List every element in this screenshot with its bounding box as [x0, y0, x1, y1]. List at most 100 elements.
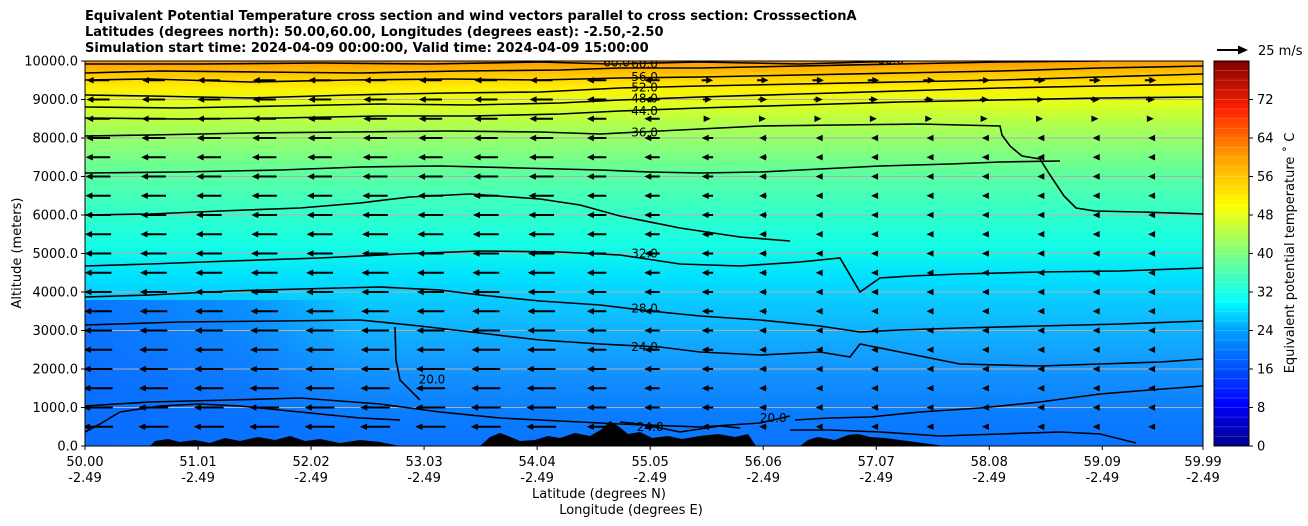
wind-vector-head [85, 346, 91, 353]
wind-vector-head [85, 211, 93, 219]
wind-vector-head [195, 250, 203, 257]
wind-vector-head [869, 115, 877, 122]
wind-vector-head [815, 308, 823, 315]
contour-label: 24.0 [637, 420, 664, 434]
wind-vector-head [527, 327, 535, 334]
contour-label: 28.0 [631, 301, 658, 315]
wind-vector-head [871, 404, 879, 411]
wind-vector-head [759, 115, 767, 122]
wind-vector-head [305, 385, 312, 392]
wind-vector-head [361, 327, 368, 334]
colorbar-tick-label: 24 [1257, 324, 1274, 339]
wind-vector-head [815, 173, 823, 180]
wind-vector-head [644, 385, 652, 392]
wind-vector-head [360, 423, 367, 430]
wind-vector-head [1092, 346, 1100, 353]
wind-vector-head [306, 211, 314, 219]
wind-vector-head [586, 269, 594, 276]
wind-vector-head [644, 423, 652, 430]
wind-vector-head [759, 327, 767, 334]
wind-vector-head [472, 269, 480, 276]
wind-vector-head [1149, 77, 1157, 84]
wind-vector-head [194, 404, 201, 411]
x-tick-label-lat: 58.08 [971, 455, 1008, 470]
wind-vector-head [815, 365, 823, 373]
wind-vector-head [197, 77, 205, 84]
wind-vector-head [196, 154, 204, 161]
wind-vector-head [306, 250, 314, 257]
wind-vector-head [981, 231, 989, 238]
wind-vector-head [701, 269, 709, 276]
wind-vector-head [759, 404, 767, 411]
wind-vector-head [251, 231, 259, 238]
wind-vector-head [759, 423, 767, 430]
wind-vector-head [139, 346, 147, 353]
wind-vector-head [926, 96, 934, 103]
wind-vector-head [86, 96, 94, 103]
contour-line [794, 385, 1203, 421]
wind-vector-head [644, 134, 652, 142]
wind-vector-head [981, 327, 989, 334]
quiver-key-label: 25 m/s [1258, 44, 1303, 59]
wind-vector-head [471, 346, 479, 353]
wind-vector-head [704, 96, 712, 103]
wind-vector-head [586, 96, 594, 103]
contour-line [85, 61, 901, 65]
wind-vector-head [360, 404, 368, 411]
wind-vector-head [361, 250, 369, 257]
x-tick-label-lon: -2.49 [181, 471, 215, 486]
wind-vector-head [1037, 96, 1045, 103]
wind-vector-head [871, 288, 879, 296]
wind-vector-head [308, 96, 315, 103]
y-tick-label: 10000.0 [24, 55, 78, 70]
colorbar-tick-label: 72 [1257, 93, 1274, 108]
contour-label: 20.0 [760, 411, 787, 425]
wind-vector-head [701, 288, 709, 296]
wind-vector-head [1037, 211, 1045, 219]
wind-vector-head [1037, 173, 1045, 180]
y-tick-label: 1000.0 [33, 401, 79, 416]
contour-lines [85, 61, 1203, 444]
wind-vector-head [249, 423, 257, 430]
wind-vector-head [252, 96, 260, 103]
wind-vector-head [871, 250, 879, 257]
wind-vector-head [529, 134, 537, 142]
contour-line [85, 193, 791, 242]
x-tick-label-lon: -2.49 [520, 471, 554, 486]
wind-vector-head [1148, 308, 1156, 315]
wind-vector-head [759, 308, 767, 315]
wind-vector-head [701, 404, 709, 411]
y-tick-label: 7000.0 [33, 170, 79, 185]
contour-label: 60.0 [603, 56, 630, 70]
wind-vector-head [85, 308, 92, 315]
wind-vector-head [701, 365, 709, 373]
wind-vector-head [529, 115, 537, 122]
wind-vector-head [86, 115, 94, 122]
wind-vector-head [417, 250, 425, 257]
wind-vector-head [586, 346, 594, 353]
contour-line [85, 61, 1101, 74]
wind-vector-head [644, 154, 652, 161]
wind-vector-head [1092, 269, 1100, 276]
wind-vector-head [926, 327, 934, 334]
wind-vector-head [197, 96, 205, 103]
wind-vector-head [981, 211, 989, 219]
wind-vector-head [528, 173, 536, 180]
wind-vector-head [1146, 115, 1154, 122]
x-axis: 50.00-2.4951.01-2.4952.02-2.4953.03-2.49… [66, 446, 1222, 486]
wind-vector-head [759, 346, 767, 353]
wind-vector-head [194, 385, 202, 392]
contour-line [85, 83, 1203, 109]
wind-vector-head [417, 211, 425, 219]
wind-vector-head [759, 192, 767, 199]
wind-vector-head [701, 250, 709, 257]
wind-vector-head [85, 173, 93, 180]
wind-vector-head [141, 96, 149, 103]
wind-vector-head [644, 269, 652, 276]
wind-vector-head [471, 385, 479, 392]
wind-vector-head [1092, 423, 1100, 430]
colorbar-tick-label: 48 [1257, 209, 1274, 224]
wind-vector-head [926, 385, 934, 392]
contour-label: 44.0 [631, 104, 658, 118]
wind-vector-head [417, 231, 425, 238]
